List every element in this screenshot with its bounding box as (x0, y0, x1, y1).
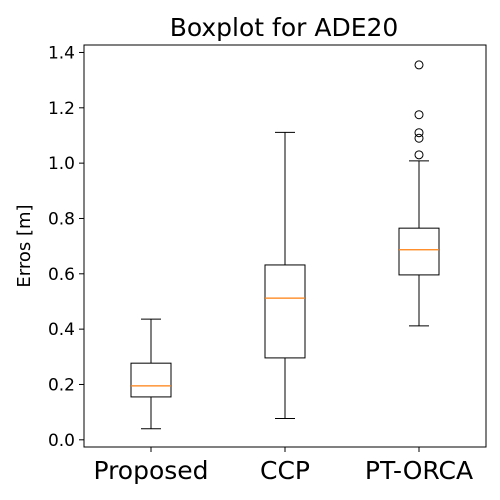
outlier-point (414, 60, 424, 70)
x-tick-label: Proposed (93, 456, 208, 485)
y-axis-label: Erros [m] (14, 204, 35, 287)
outlier-point (414, 133, 424, 143)
y-tick-label: 0.6 (48, 265, 75, 285)
y-tick-label: 1.0 (48, 154, 75, 174)
y-tick-label: 0.0 (48, 431, 75, 451)
box-ccp (264, 264, 306, 359)
outlier-point (414, 110, 424, 120)
y-tick-label: 0.4 (48, 320, 75, 340)
outlier-point (414, 150, 424, 160)
box-pt-orca (398, 227, 440, 276)
y-tick-label: 0.2 (48, 375, 75, 395)
plot-area: 0.0 0.2 0.4 0.6 0.8 1.0 1.2 1.4 Proposed CCP PT-OR… (48, 43, 487, 485)
outlier-point (414, 128, 424, 138)
chart-title: Boxplot for ADE20 (170, 13, 399, 42)
y-tick-label: 1.4 (48, 43, 75, 63)
box-proposed (130, 362, 172, 398)
y-tick-label: 1.2 (48, 99, 75, 119)
plot-frame (83, 44, 487, 448)
x-tick-label: PT-ORCA (365, 456, 473, 485)
y-tick-label: 0.8 (48, 209, 75, 229)
x-tick-label: CCP (260, 456, 310, 485)
